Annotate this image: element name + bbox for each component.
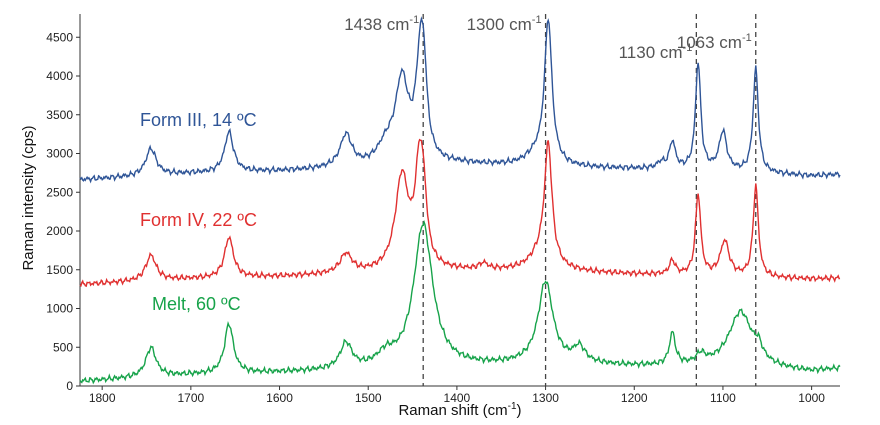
y-tick-label: 1500 bbox=[46, 263, 73, 277]
y-tick-label: 2000 bbox=[46, 224, 73, 238]
spectra bbox=[79, 16, 841, 385]
peak-label: 1438 cm-1 bbox=[344, 14, 419, 34]
x-tick-label: 1200 bbox=[621, 391, 648, 405]
series-label: Form IV, 22 ºC bbox=[140, 210, 257, 230]
spectrum-line-2 bbox=[79, 138, 841, 288]
spectrum-line-3 bbox=[79, 219, 841, 385]
peak-label: 1130 cm-1 bbox=[619, 42, 693, 62]
reference-lines bbox=[422, 14, 757, 386]
peak-label: 1300 cm-1 bbox=[467, 14, 542, 34]
y-tick-label: 2500 bbox=[46, 185, 73, 199]
series-label: Melt, 60 ºC bbox=[152, 294, 241, 314]
x-tick-label: 1700 bbox=[178, 391, 205, 405]
x-tick-label: 1300 bbox=[532, 391, 559, 405]
y-tick-label: 4000 bbox=[46, 69, 73, 83]
x-tick-label: 1400 bbox=[444, 391, 471, 405]
spectrum-line-1 bbox=[79, 16, 841, 184]
x-tick-label: 1100 bbox=[710, 391, 736, 405]
y-tick-label: 1000 bbox=[46, 302, 73, 316]
axes: 0 500 1000 1500 2000 2500 3000 3500 4000 4500 1800… bbox=[46, 14, 840, 405]
x-tick-label: 1800 bbox=[89, 391, 116, 405]
x-tick-label: 1600 bbox=[266, 391, 293, 405]
y-tick-label: 0 bbox=[66, 379, 73, 393]
series-label: Form III, 14 ºC bbox=[140, 110, 257, 130]
y-axis-title: Raman intensity (cps) bbox=[20, 125, 37, 270]
peak-label: 1063 cm-1 bbox=[677, 32, 752, 52]
x-axis-title: Raman shift (cm-1) bbox=[398, 401, 521, 419]
x-tick-label: 1500 bbox=[355, 391, 382, 405]
y-tick-label: 4500 bbox=[46, 30, 73, 44]
y-tick-label: 3500 bbox=[46, 108, 73, 122]
y-tick-label: 500 bbox=[53, 340, 73, 354]
x-tick-label: 1000 bbox=[798, 391, 825, 405]
y-tick-label: 3000 bbox=[46, 147, 73, 161]
